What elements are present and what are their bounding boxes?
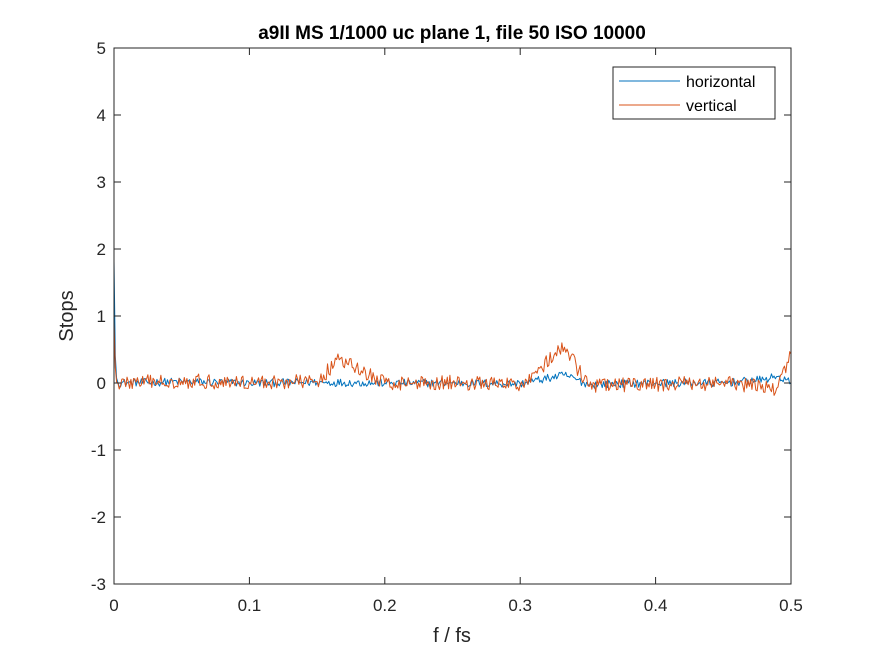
y-tick-label: 5: [97, 39, 106, 58]
x-tick-label: 0.1: [238, 596, 262, 615]
y-tick-label: 2: [97, 240, 106, 259]
x-tick-label: 0: [109, 596, 118, 615]
y-tick-label: 1: [97, 307, 106, 326]
axes-box: [113, 47, 792, 585]
y-tick-label: -3: [91, 575, 106, 594]
chart-title: a9II MS 1/1000 uc plane 1, file 50 ISO 1…: [258, 23, 646, 44]
series-line-vertical: [113, 321, 792, 396]
y-axis-label: Stops: [56, 290, 78, 341]
y-tick-label: 0: [97, 374, 106, 393]
legend-label-horizontal: horizontal: [686, 74, 755, 91]
y-tick-label: 4: [97, 106, 106, 125]
y-tick-label: -1: [91, 441, 106, 460]
legend-box: [612, 66, 776, 120]
legend[interactable]: horizontal vertical: [612, 66, 776, 120]
y-tick-label: -2: [91, 508, 106, 527]
y-tick-label: 3: [97, 173, 106, 192]
x-tick-label: 0.3: [508, 596, 532, 615]
plot-area: [114, 48, 791, 584]
x-tick-label: 0.4: [644, 596, 668, 615]
x-tick-label: 0.5: [779, 596, 803, 615]
legend-label-vertical: vertical: [686, 98, 737, 115]
series-layer: [113, 261, 792, 396]
x-tick-label: 0.2: [373, 596, 397, 615]
x-axis-label: f / fs: [433, 625, 471, 647]
